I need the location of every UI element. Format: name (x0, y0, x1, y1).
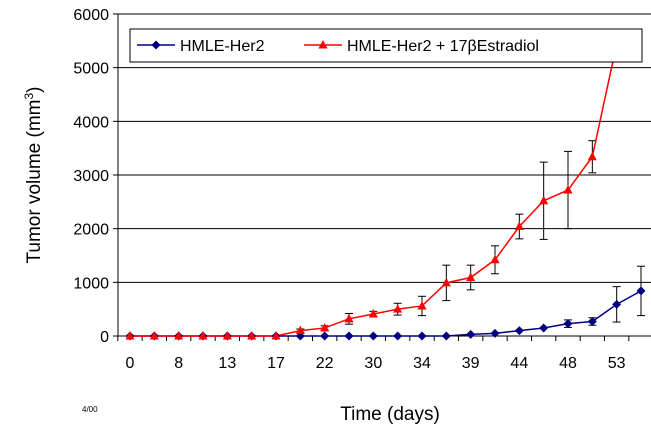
x-tick-label: 44 (510, 355, 528, 372)
error-bars (296, 37, 645, 333)
x-tick-label: 53 (608, 355, 626, 372)
data-point-series-1 (563, 319, 573, 329)
y-axis-title-superscript: 3 (22, 93, 36, 100)
data-point-series-2 (393, 304, 403, 313)
data-point-series-2 (368, 308, 378, 318)
data-point-series-2 (320, 322, 330, 332)
data-point-series-2 (247, 331, 257, 340)
data-point-series-2 (563, 185, 573, 194)
data-point-series-1 (539, 323, 549, 333)
legend: HMLE-Her2 HMLE-Her2 + 17βEstradiol (129, 28, 643, 63)
data-point-series-1 (490, 328, 500, 338)
y-tick-label: 5000 (73, 61, 109, 78)
data-point-series-1 (441, 331, 451, 341)
data-point-series-1 (636, 286, 646, 296)
y-tick-label: 4000 (73, 114, 109, 131)
data-point-series-1 (466, 329, 476, 339)
legend-swatch-marker-1 (151, 40, 161, 50)
legend-box (129, 28, 643, 63)
y-tick-label: 2000 (73, 222, 109, 239)
y-axis-title-close: ) (24, 87, 45, 93)
data-point-series-2 (490, 254, 500, 264)
series-lines (130, 43, 642, 337)
x-tick-label: 8 (174, 355, 183, 372)
series-line-1 (130, 290, 642, 337)
data-point-series-1 (368, 331, 378, 341)
y-axis-ticks: 0 1000 2000 3000 4000 5000 6000 (73, 7, 118, 346)
x-tick-label: 0 (126, 355, 135, 372)
data-point-series-1 (514, 326, 524, 336)
y-tick-label: 1000 (73, 275, 109, 292)
x-tick-label: 17 (267, 355, 285, 372)
legend-swatch-marker-2 (318, 40, 328, 49)
stray-text: 4/00 (82, 405, 98, 414)
y-axis-title: Tumor volume (mm3) (22, 87, 45, 264)
x-tick-label: 13 (218, 355, 236, 372)
x-tick-label: 30 (364, 355, 382, 372)
y-tick-label: 0 (100, 329, 109, 346)
series-markers (125, 39, 646, 341)
data-point-series-2 (174, 331, 184, 340)
y-tick-label: 6000 (73, 7, 109, 24)
data-point-series-1 (417, 331, 427, 341)
x-axis-ticks: 0 8 13 17 22 30 34 39 44 48 53 (117, 336, 630, 372)
data-point-series-2 (514, 221, 524, 231)
data-point-series-2 (344, 313, 354, 323)
data-point-series-2 (417, 300, 427, 310)
data-point-series-2 (149, 331, 159, 340)
legend-label-series-2: HMLE-Her2 + 17βEstradiol (347, 38, 539, 55)
data-point-series-1 (344, 331, 354, 341)
data-point-series-2 (441, 277, 451, 287)
legend-label-series-1: HMLE-Her2 (180, 38, 265, 55)
data-point-series-2 (587, 151, 597, 161)
gridlines (118, 13, 651, 283)
data-point-series-1 (393, 331, 403, 341)
data-point-series-2 (466, 272, 476, 282)
data-point-series-2 (271, 331, 281, 340)
data-point-series-1 (612, 299, 622, 309)
y-tick-label: 3000 (73, 168, 109, 185)
x-tick-label: 34 (413, 355, 431, 372)
y-axis-title-text: Tumor volume (mm (24, 100, 45, 264)
data-point-series-1 (587, 317, 597, 327)
x-tick-label: 22 (316, 355, 334, 372)
data-point-series-2 (125, 331, 135, 340)
legend-items (137, 40, 342, 50)
data-point-series-2 (198, 331, 208, 340)
data-point-series-1 (320, 331, 330, 341)
data-point-series-2 (222, 331, 232, 340)
x-tick-label: 39 (462, 355, 480, 372)
data-point-series-2 (539, 195, 549, 205)
x-tick-label: 48 (559, 355, 577, 372)
x-axis-title: Time (days) (340, 404, 440, 425)
data-point-series-2 (295, 325, 305, 335)
